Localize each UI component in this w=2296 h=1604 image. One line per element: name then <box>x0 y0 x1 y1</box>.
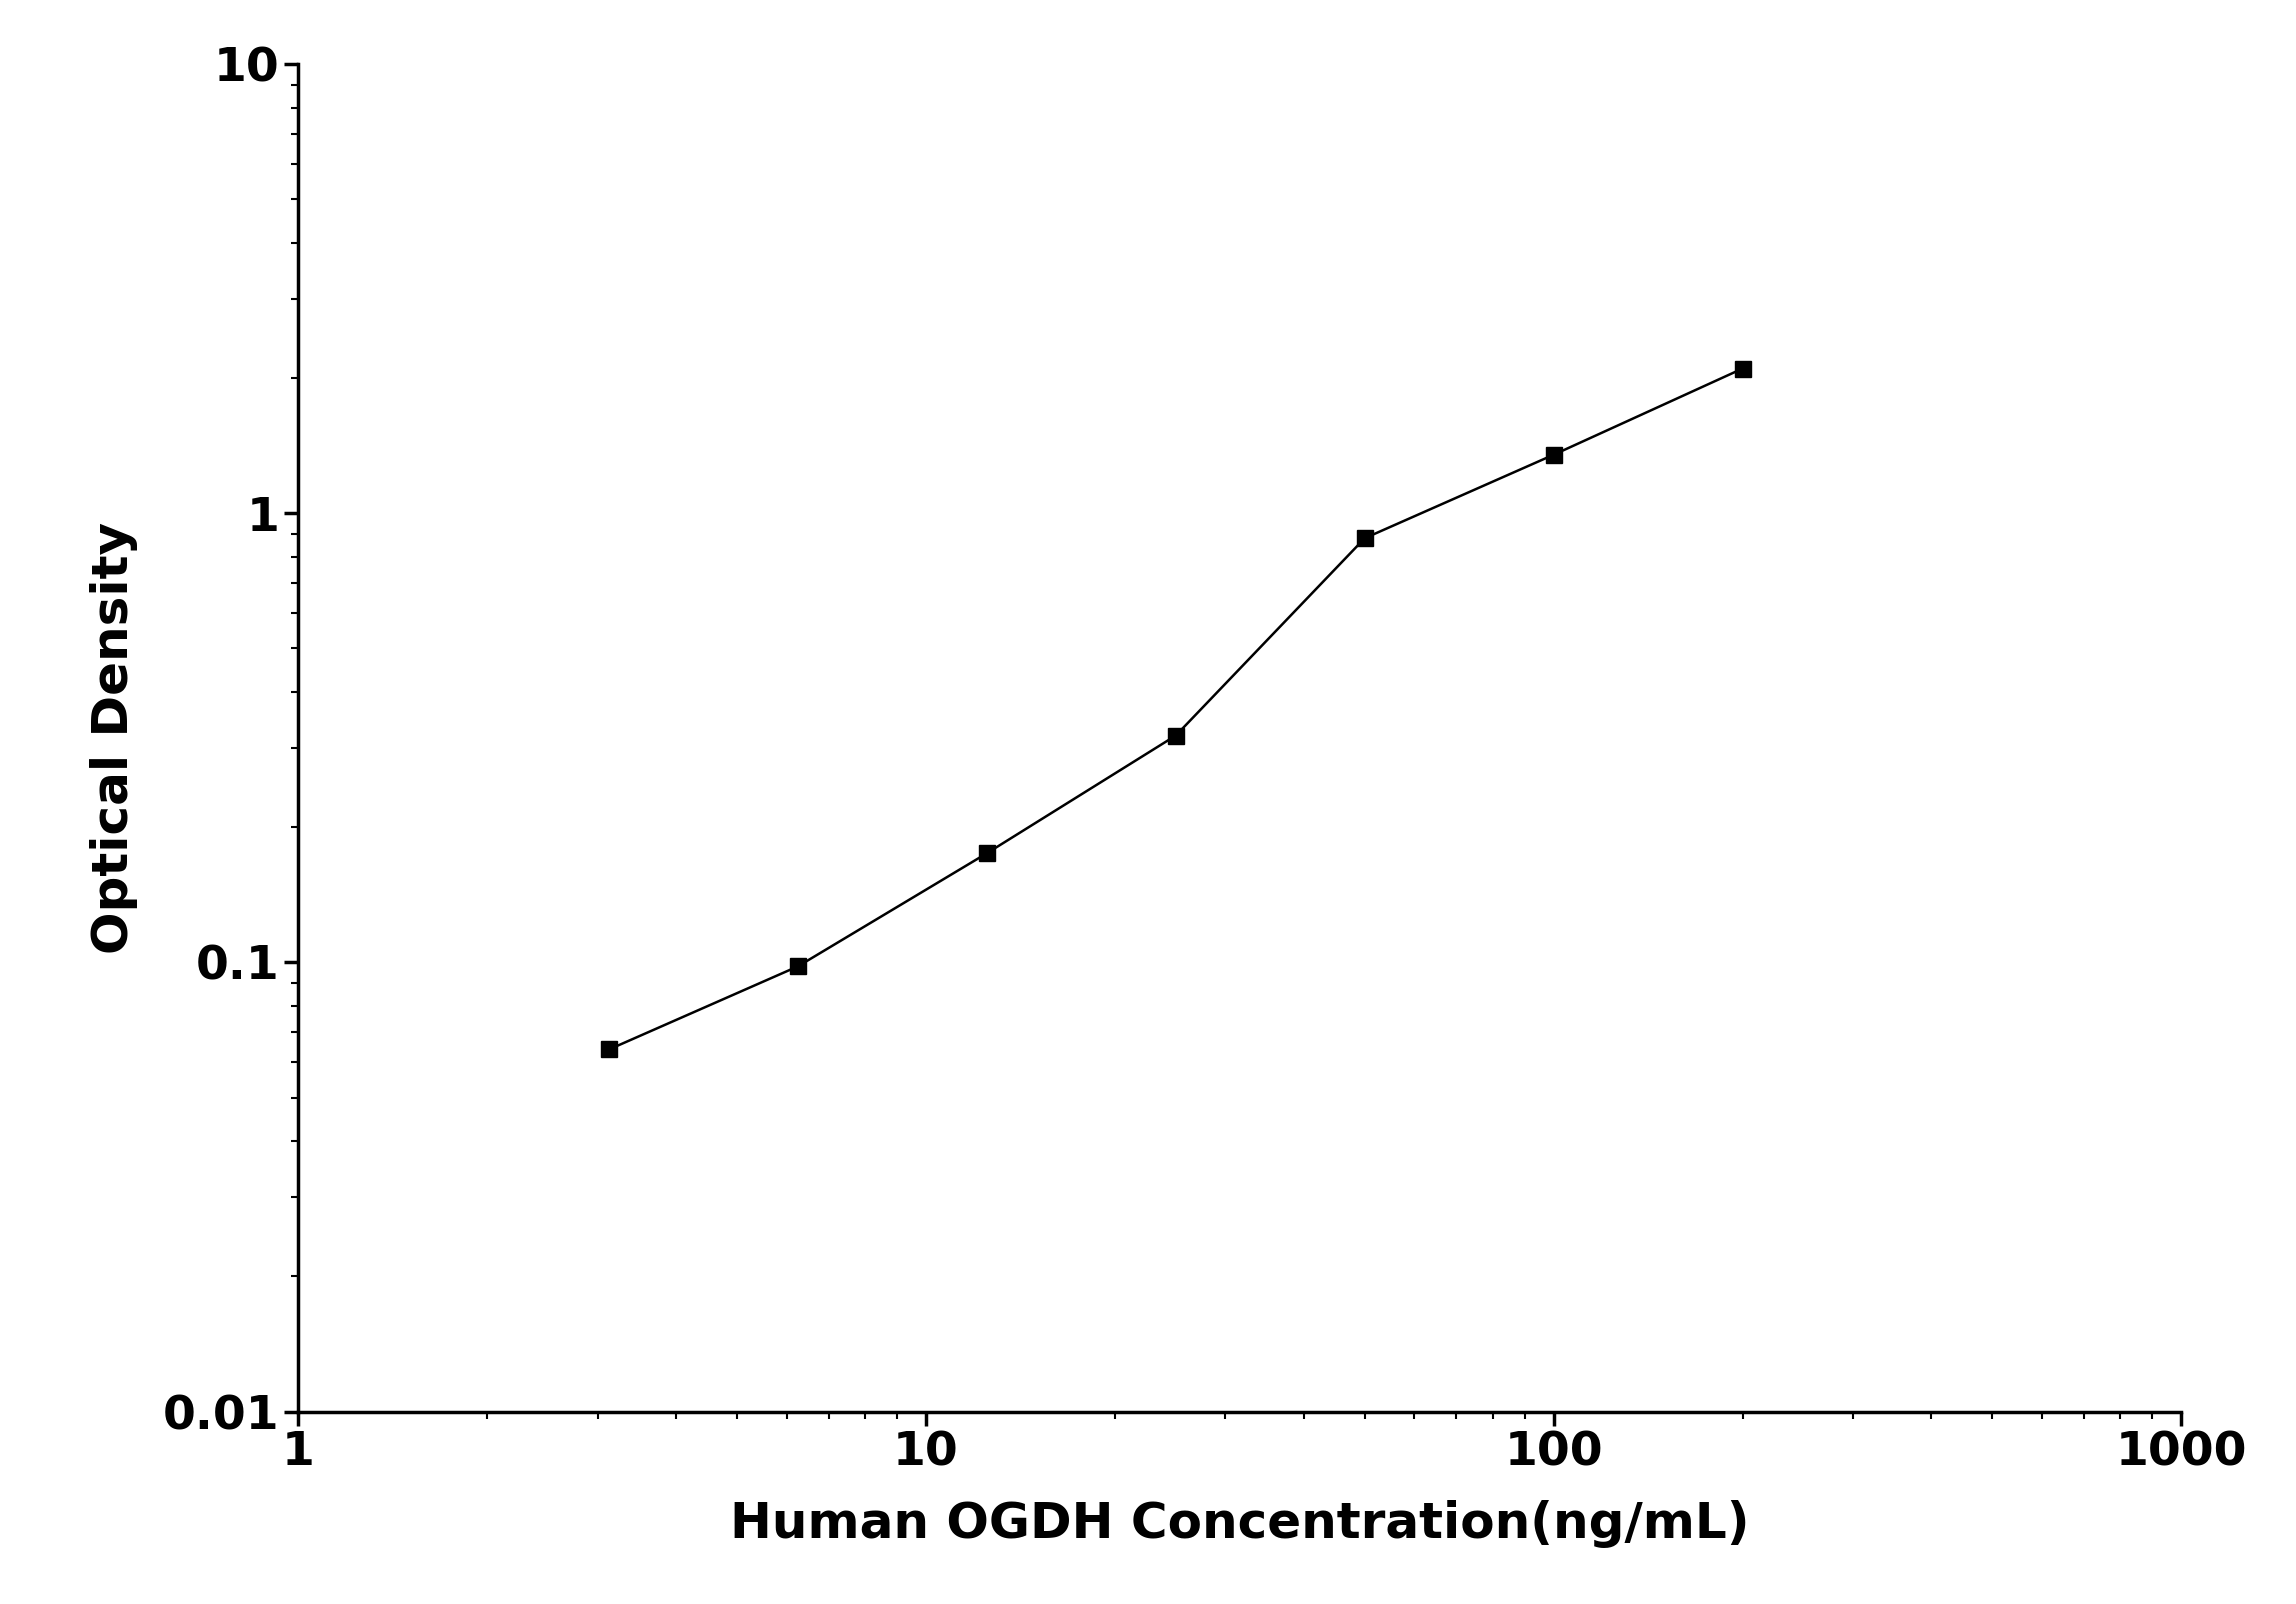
Y-axis label: Optical Density: Optical Density <box>90 521 138 954</box>
X-axis label: Human OGDH Concentration(ng/mL): Human OGDH Concentration(ng/mL) <box>730 1500 1750 1548</box>
